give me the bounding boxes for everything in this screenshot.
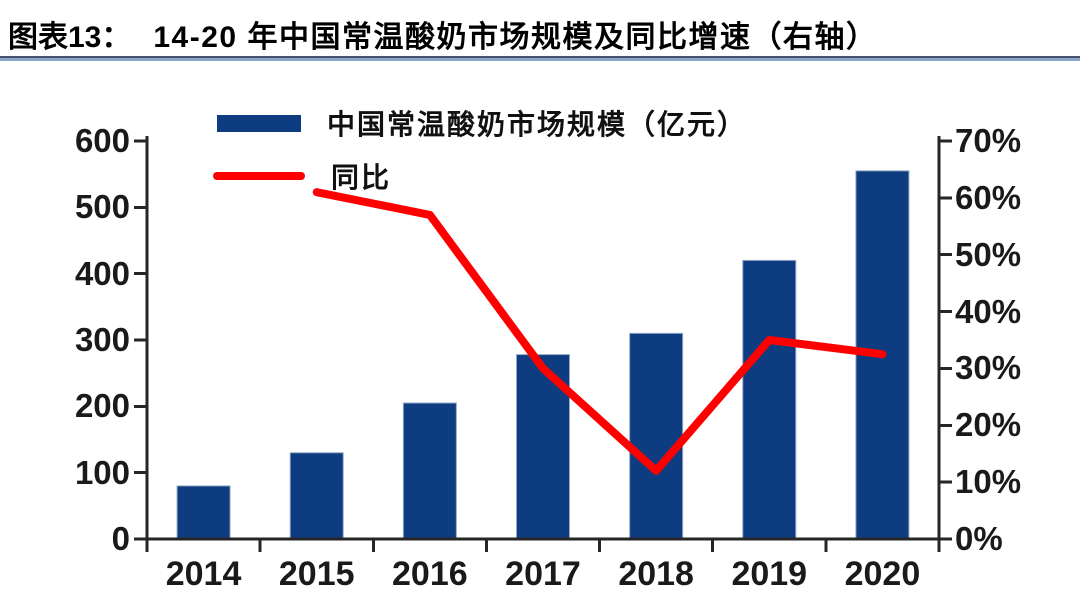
legend-item-market-size: 中国常温酸奶市场规模（亿元） bbox=[217, 103, 747, 143]
left-axis-label-300: 300 bbox=[74, 321, 130, 358]
legend-line-label: 同比 bbox=[331, 162, 392, 193]
figure-number-label: 图表13： bbox=[8, 21, 132, 54]
right-axis-label-0%: 0% bbox=[955, 520, 1003, 557]
x-axis-label-2020: 2020 bbox=[844, 555, 921, 593]
legend-line-swatch bbox=[213, 172, 305, 180]
x-axis-label-2019: 2019 bbox=[731, 555, 808, 593]
figure-title-text: 14-20 年中国常温酸奶市场规模及同比增速（右轴） bbox=[153, 21, 878, 54]
right-axis-label-60%: 60% bbox=[955, 178, 1022, 216]
right-axis-label-30%: 30% bbox=[955, 349, 1022, 387]
x-axis-label-2015: 2015 bbox=[278, 555, 355, 593]
x-axis-label-2016: 2016 bbox=[392, 555, 468, 593]
left-axis-label-0: 0 bbox=[111, 520, 130, 557]
bar-2016 bbox=[402, 402, 457, 540]
right-axis-label-10%: 10% bbox=[955, 463, 1022, 501]
left-axis-label-400: 400 bbox=[74, 254, 130, 292]
title-divider bbox=[0, 56, 1080, 61]
right-axis-label-70%: 70% bbox=[955, 122, 1022, 159]
x-axis-label-2017: 2017 bbox=[505, 555, 581, 593]
right-axis-label-20%: 20% bbox=[955, 406, 1022, 444]
left-axis-label-200: 200 bbox=[74, 387, 130, 425]
legend-item-yoy: 同比 bbox=[213, 156, 391, 196]
legend-bar-label: 中国常温酸奶市场规模（亿元） bbox=[327, 109, 748, 140]
right-axis-label-40%: 40% bbox=[955, 292, 1022, 330]
x-axis-label-2018: 2018 bbox=[618, 555, 694, 593]
legend-bar-swatch bbox=[217, 114, 301, 132]
bar-2018 bbox=[629, 332, 684, 540]
bar-2015 bbox=[289, 452, 344, 540]
left-axis-label-600: 600 bbox=[74, 122, 130, 159]
left-axis-label-500: 500 bbox=[74, 188, 130, 226]
bar-2014 bbox=[176, 485, 231, 540]
yoy-line bbox=[312, 188, 887, 475]
x-axis-label-2014: 2014 bbox=[165, 555, 242, 593]
right-axis-label-50%: 50% bbox=[955, 235, 1022, 273]
left-axis-label-100: 100 bbox=[74, 453, 130, 491]
bar-2019 bbox=[742, 259, 797, 540]
page-title: 图表13： 14-20 年中国常温酸奶市场规模及同比增速（右轴） bbox=[8, 12, 877, 56]
